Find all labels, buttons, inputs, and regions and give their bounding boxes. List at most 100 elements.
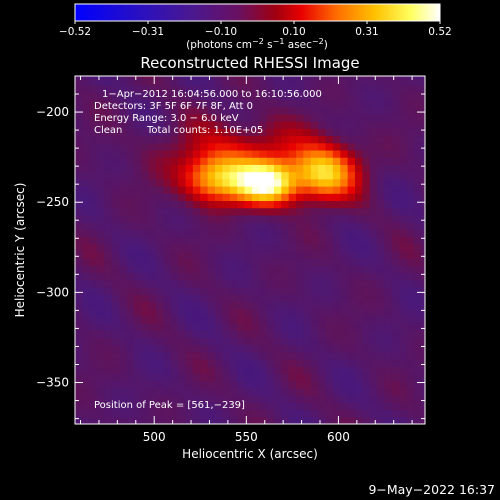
heatmap-cell xyxy=(318,214,327,223)
heatmap-cell xyxy=(200,272,209,281)
heatmap-cell xyxy=(310,76,319,79)
heatmap-cell xyxy=(296,416,305,424)
heatmap-cell xyxy=(310,337,319,346)
heatmap-cell xyxy=(133,416,142,424)
heatmap-cell xyxy=(185,85,194,93)
heatmap-cell xyxy=(377,387,386,396)
heatmap-cell xyxy=(244,99,253,108)
heatmap-cell xyxy=(347,77,356,86)
heatmap-cell xyxy=(178,113,187,122)
heatmap-cell xyxy=(310,113,319,122)
heatmap-cell xyxy=(340,330,349,339)
heatmap-cell xyxy=(288,387,297,396)
heatmap-cell xyxy=(133,330,142,339)
heatmap-cell xyxy=(332,286,341,295)
heatmap-cell xyxy=(259,250,268,259)
heatmap-cell xyxy=(303,351,312,360)
heatmap-cell xyxy=(244,106,253,115)
heatmap-cell xyxy=(75,409,83,418)
heatmap-cell xyxy=(281,149,290,158)
heatmap-cell xyxy=(318,236,327,245)
heatmap-cell xyxy=(355,99,363,108)
heatmap-cell xyxy=(97,380,106,389)
heatmap-cell xyxy=(325,330,334,339)
heatmap-cell xyxy=(207,77,216,86)
heatmap-cell xyxy=(207,286,216,295)
heatmap-cell xyxy=(133,113,142,122)
heatmap-cell xyxy=(340,99,349,108)
heatmap-cell xyxy=(229,85,238,93)
heatmap-cell xyxy=(148,359,157,367)
heatmap-cell xyxy=(133,409,142,418)
heatmap-cell xyxy=(362,402,371,411)
heatmap-cell xyxy=(310,193,319,202)
heatmap-cell xyxy=(97,200,106,209)
heatmap-cell xyxy=(369,76,378,79)
heatmap-cell xyxy=(259,323,268,331)
heatmap-cell xyxy=(399,200,408,209)
colorbar-tick-label: −0.52 xyxy=(59,26,91,38)
heatmap-cell xyxy=(222,250,231,259)
heatmap-cell xyxy=(237,121,246,129)
heatmap-cell xyxy=(355,315,363,324)
heatmap-cell xyxy=(229,157,238,165)
heatmap-cell xyxy=(377,222,386,230)
heatmap-cell xyxy=(82,359,91,367)
heatmap-cell xyxy=(178,178,187,187)
heatmap-cell xyxy=(340,243,349,252)
heatmap-cell xyxy=(347,99,356,108)
heatmap-cell xyxy=(97,409,106,418)
heatmap-cell xyxy=(288,185,297,194)
heatmap-cell xyxy=(141,380,150,389)
heatmap-cell xyxy=(421,380,425,389)
heatmap-cell xyxy=(215,359,223,367)
heatmap-cell xyxy=(82,351,91,360)
heatmap-cell xyxy=(347,113,356,122)
heatmap-cell xyxy=(310,214,319,223)
heatmap-cell xyxy=(82,185,91,194)
heatmap-cell xyxy=(163,301,172,310)
heatmap-cell xyxy=(111,243,120,252)
heatmap-cell xyxy=(296,128,305,137)
heatmap-cell xyxy=(384,76,393,79)
heatmap-cell xyxy=(421,265,425,274)
heatmap-cell xyxy=(215,222,223,230)
heatmap-cell xyxy=(89,164,98,173)
heatmap-cell xyxy=(377,380,386,389)
heatmap-cell xyxy=(207,359,216,367)
heatmap-cell xyxy=(362,214,371,223)
heatmap-cell xyxy=(104,229,113,238)
heatmap-cell xyxy=(200,279,209,288)
heatmap-cell xyxy=(229,351,238,360)
heatmap-cell xyxy=(273,344,282,353)
heatmap-cell xyxy=(421,409,425,418)
heatmap-cell xyxy=(391,214,400,223)
heatmap-cell xyxy=(104,171,113,180)
heatmap-cell xyxy=(377,214,386,223)
heatmap-cell xyxy=(259,229,268,238)
heatmap-cell xyxy=(355,387,363,396)
heatmap-cell xyxy=(170,164,179,173)
heatmap-cell xyxy=(126,113,135,122)
heatmap-cell xyxy=(355,85,363,93)
heatmap-cell xyxy=(133,106,142,115)
heatmap-cell xyxy=(369,77,378,86)
heatmap-cell xyxy=(399,99,408,108)
heatmap-cell xyxy=(310,286,319,295)
heatmap-cell xyxy=(192,229,201,238)
heatmap-cell xyxy=(156,250,165,259)
heatmap-cell xyxy=(215,149,223,158)
heatmap-cell xyxy=(281,157,290,165)
heatmap-cell xyxy=(273,380,282,389)
heatmap-cell xyxy=(413,214,422,223)
heatmap-cell xyxy=(229,193,238,202)
heatmap-cell xyxy=(156,315,165,324)
heatmap-cell xyxy=(104,157,113,165)
heatmap-cell xyxy=(325,351,334,360)
heatmap-cell xyxy=(148,366,157,375)
heatmap-cell xyxy=(377,128,386,137)
heatmap-cell xyxy=(185,258,194,266)
heatmap-cell xyxy=(148,222,157,230)
heatmap-cell xyxy=(377,323,386,331)
heatmap-cell xyxy=(273,250,282,259)
